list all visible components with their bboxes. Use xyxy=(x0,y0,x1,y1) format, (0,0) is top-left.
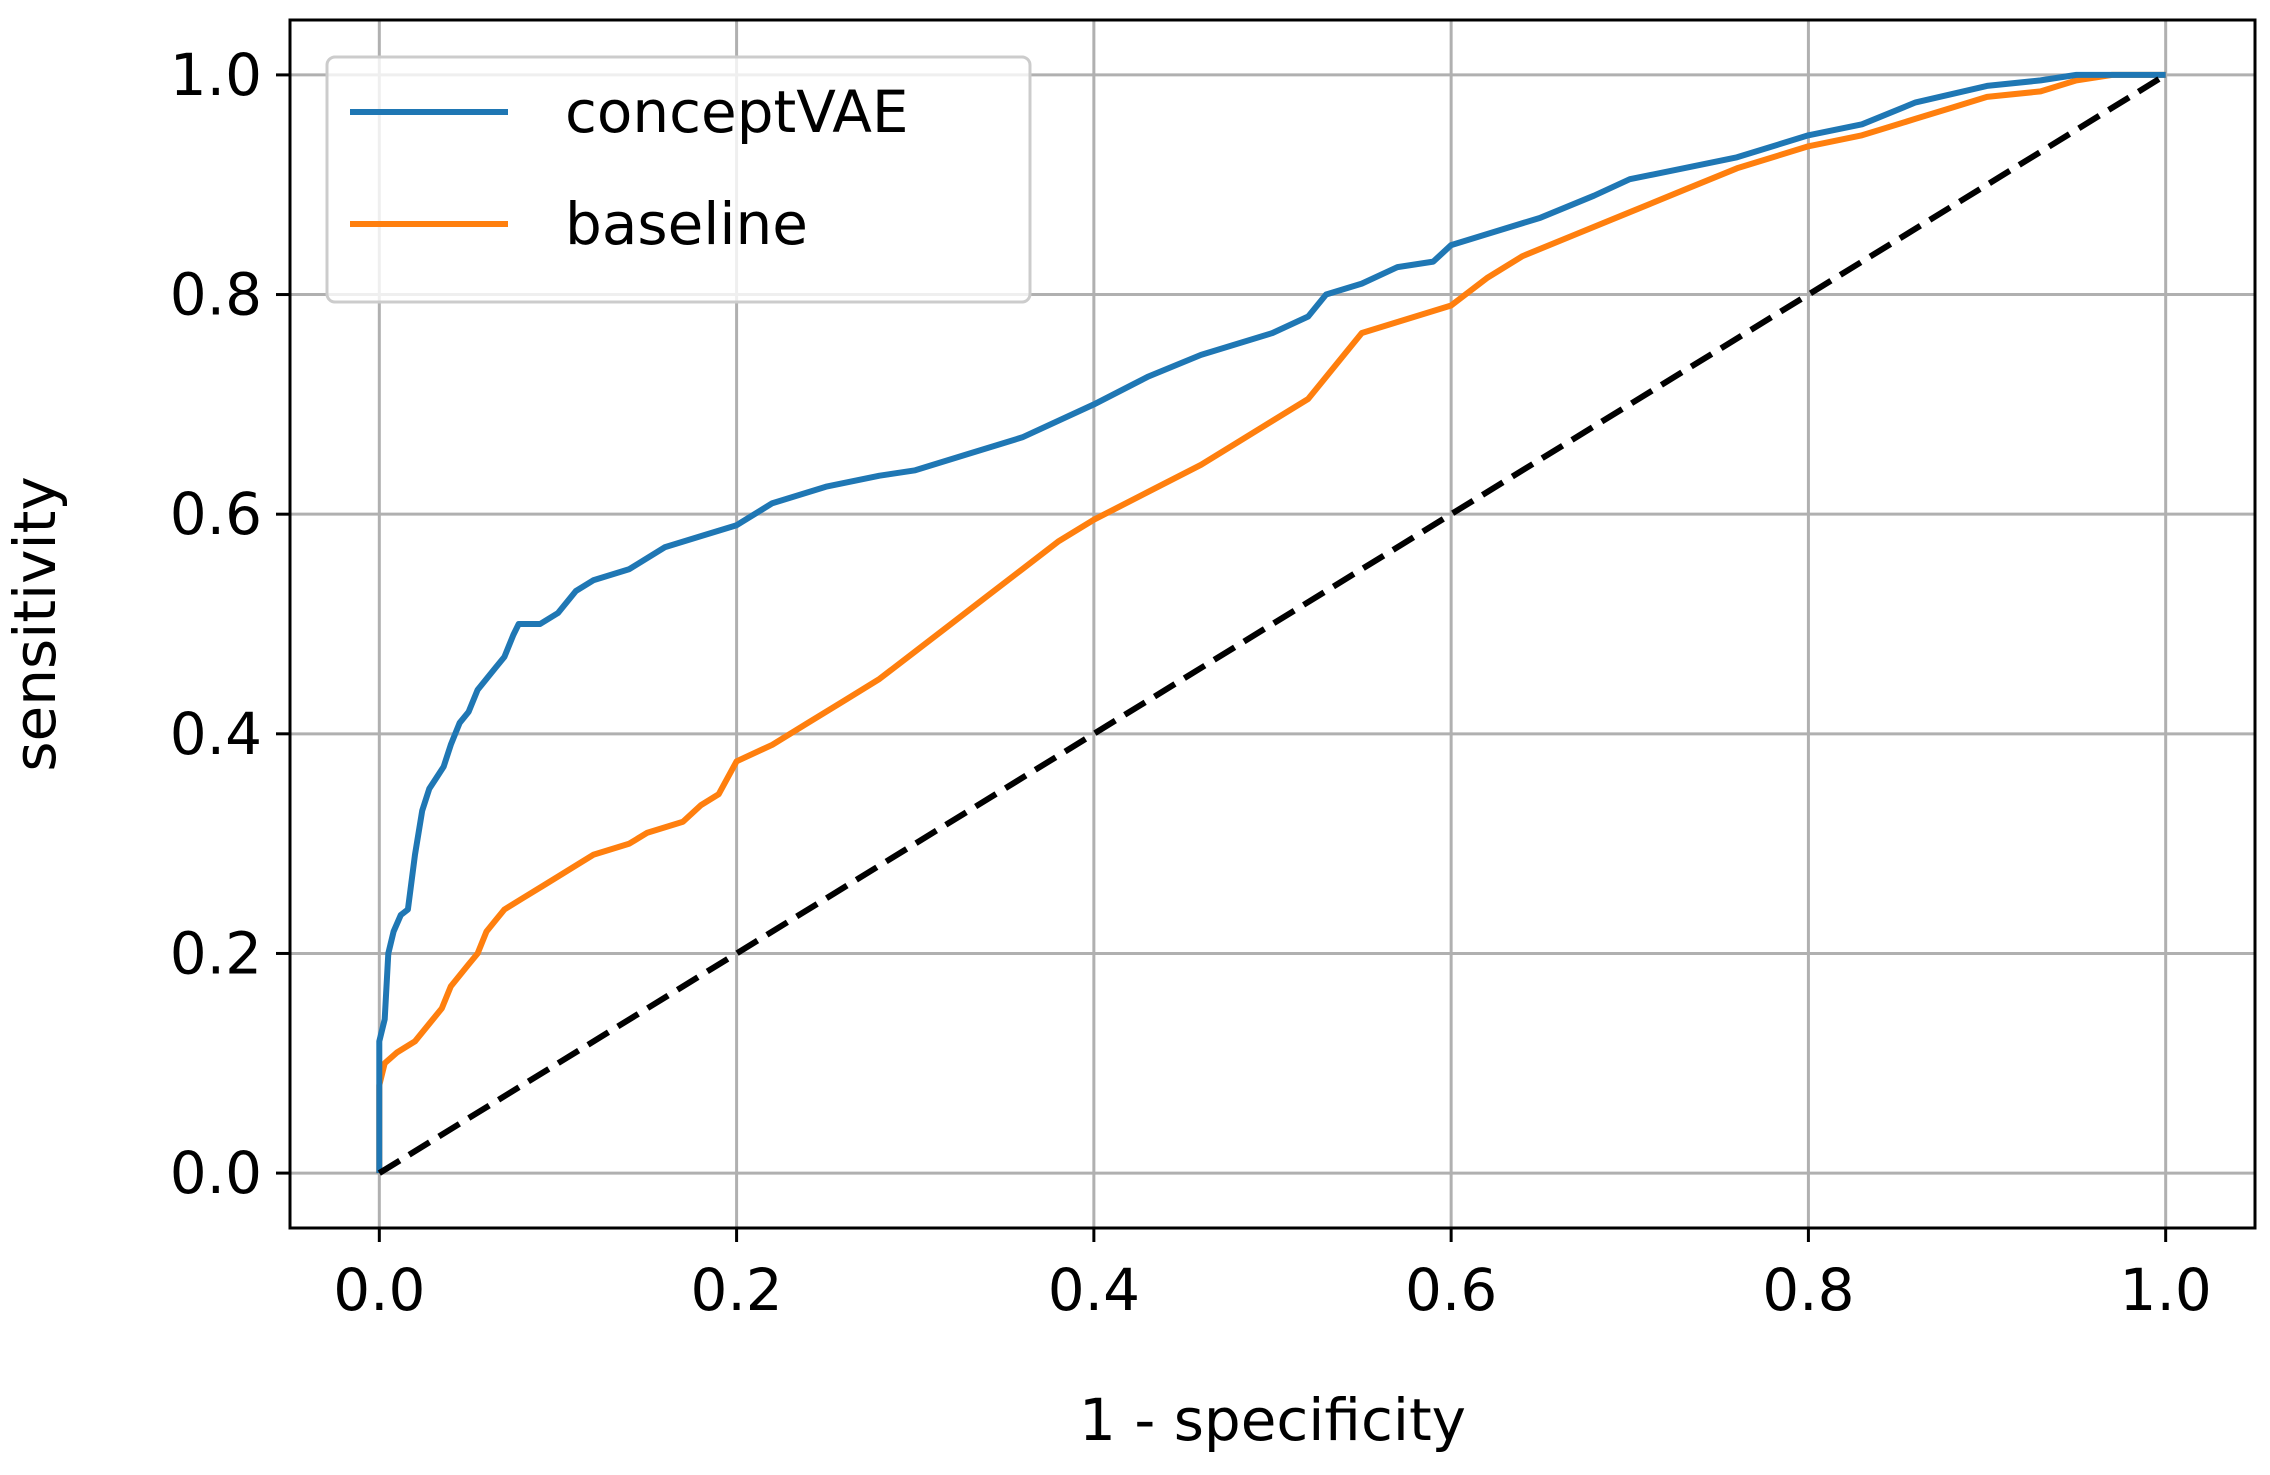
series-line-baseline xyxy=(376,71,2166,1174)
y-axis-title: sensitivity xyxy=(1,476,69,771)
series-lines xyxy=(376,71,2168,1176)
x-tick-label: 0.6 xyxy=(1405,1256,1497,1324)
y-tick-label: 1.0 xyxy=(170,41,262,109)
y-tick-labels: 0.0 0.2 0.4 0.6 0.8 1.0 xyxy=(170,41,262,1207)
legend-box xyxy=(325,55,1032,304)
x-tick-label: 0.8 xyxy=(1762,1256,1854,1324)
series-line-conceptvae xyxy=(376,71,2166,1174)
x-axis-title: 1 - specificity xyxy=(1079,1386,1466,1454)
legend-label-baseline: baseline xyxy=(565,190,808,258)
y-tick-label: 0.0 xyxy=(170,1139,262,1207)
tick-marks xyxy=(276,73,2168,1242)
y-tick-label: 0.8 xyxy=(170,261,262,329)
x-tick-labels: 0.0 0.2 0.4 0.6 0.8 1.0 xyxy=(333,1256,2212,1324)
y-tick-label: 0.2 xyxy=(170,919,262,987)
x-tick-label: 0.4 xyxy=(1048,1256,1140,1324)
axes-frame xyxy=(288,18,2257,1230)
legend-label-conceptvae: conceptVAE xyxy=(565,78,909,146)
y-tick-label: 0.4 xyxy=(170,700,262,768)
y-tick-label: 0.6 xyxy=(170,480,262,548)
x-tick-label: 0.2 xyxy=(690,1256,782,1324)
x-tick-label: 1.0 xyxy=(2120,1256,2212,1324)
grid xyxy=(290,20,2255,1228)
legend: conceptVAE baseline xyxy=(325,55,1032,304)
x-tick-label: 0.0 xyxy=(333,1256,425,1324)
